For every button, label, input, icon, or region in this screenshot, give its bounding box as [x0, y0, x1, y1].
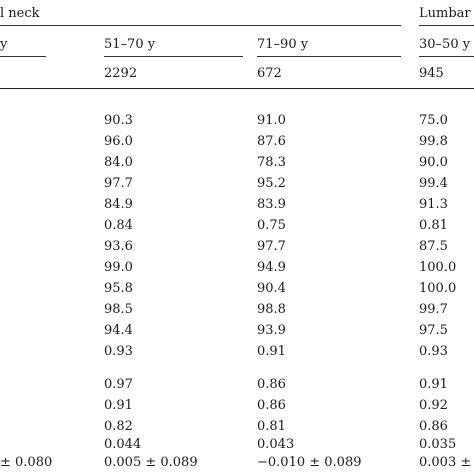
count-30-50: 945: [419, 66, 444, 81]
table-cell: −0.010 ± 0.089: [257, 455, 362, 470]
table-cell: 0.93: [104, 344, 133, 359]
table-cell: 99.8: [419, 134, 448, 149]
table-cell: 0.81: [257, 419, 286, 434]
header-group-lumbar: Lumbar: [419, 6, 471, 21]
table-cell: 0.044: [104, 437, 142, 452]
table-cell: 87.6: [257, 134, 286, 149]
table-cell: 83.9: [257, 197, 286, 212]
table-cell: 100.0: [419, 260, 457, 275]
count-71-90: 672: [257, 66, 282, 81]
table-cell: 0.86: [257, 398, 286, 413]
table-cell: 0.82: [104, 419, 133, 434]
table-cell: 97.7: [104, 176, 133, 191]
table-cell: 90.4: [257, 281, 286, 296]
table-cell: 0.81: [419, 218, 448, 233]
table-cell: 0.035: [419, 437, 457, 452]
table-cell: 94.4: [104, 323, 133, 338]
table-cell: 0.92: [419, 398, 448, 413]
table-cell: 98.8: [257, 302, 286, 317]
table-cell: 0.86: [419, 419, 448, 434]
table-cell: 0.91: [419, 377, 448, 392]
table-cell: 0.91: [257, 344, 286, 359]
header-bottom-rule: [0, 88, 474, 89]
col-header-51-70: 51–70 y: [104, 37, 156, 52]
table-cell: 93.9: [257, 323, 286, 338]
count-51-70: 2292: [104, 66, 138, 81]
header-group-left: l neck: [0, 6, 40, 21]
table-cell: 87.5: [419, 239, 448, 254]
table-cell: 0.84: [104, 218, 133, 233]
table-cell: 0.003 ±: [419, 455, 472, 470]
col-header-30-50: 30–50 y: [419, 37, 471, 52]
group-rule-left: [0, 25, 401, 26]
table-cell: 93.6: [104, 239, 133, 254]
table-cell: 100.0: [419, 281, 457, 296]
table-cell: 99.4: [419, 176, 448, 191]
table-cell: 0.043: [257, 437, 295, 452]
table-cell: 98.5: [104, 302, 133, 317]
table-cell: 95.8: [104, 281, 133, 296]
table-cell: 75.0: [419, 113, 448, 128]
table-cell: 99.0: [104, 260, 133, 275]
group-rule-lumbar: [419, 25, 474, 26]
table-cell: 91.0: [257, 113, 286, 128]
col-header-71-90: 71–90 y: [257, 37, 309, 52]
table-cell: 78.3: [257, 155, 286, 170]
col-rule-30-50: [419, 56, 474, 57]
table-cell: 0.86: [257, 377, 286, 392]
table-cell: 91.3: [419, 197, 448, 212]
col-header-fragment: y: [0, 37, 8, 52]
table-cell: 0.93: [419, 344, 448, 359]
table-cell: 0.005 ± 0.089: [104, 455, 198, 470]
table-cell: 97.5: [419, 323, 448, 338]
table-cell: ± 0.080: [0, 455, 53, 470]
table-cell: 96.0: [104, 134, 133, 149]
table-cell: 0.97: [104, 377, 133, 392]
table-cell: 95.2: [257, 176, 286, 191]
table-cell: 94.9: [257, 260, 286, 275]
table-cell: 97.7: [257, 239, 286, 254]
col-rule-51-70: [104, 56, 243, 57]
col-rule-fragment: [0, 56, 46, 57]
table-cell: 0.75: [257, 218, 286, 233]
table-cell: 99.7: [419, 302, 448, 317]
table-cell: 90.0: [419, 155, 448, 170]
table-cell: 90.3: [104, 113, 133, 128]
table-cell: 0.91: [104, 398, 133, 413]
table-cell: 84.9: [104, 197, 133, 212]
col-rule-71-90: [257, 56, 401, 57]
table-cell: 84.0: [104, 155, 133, 170]
